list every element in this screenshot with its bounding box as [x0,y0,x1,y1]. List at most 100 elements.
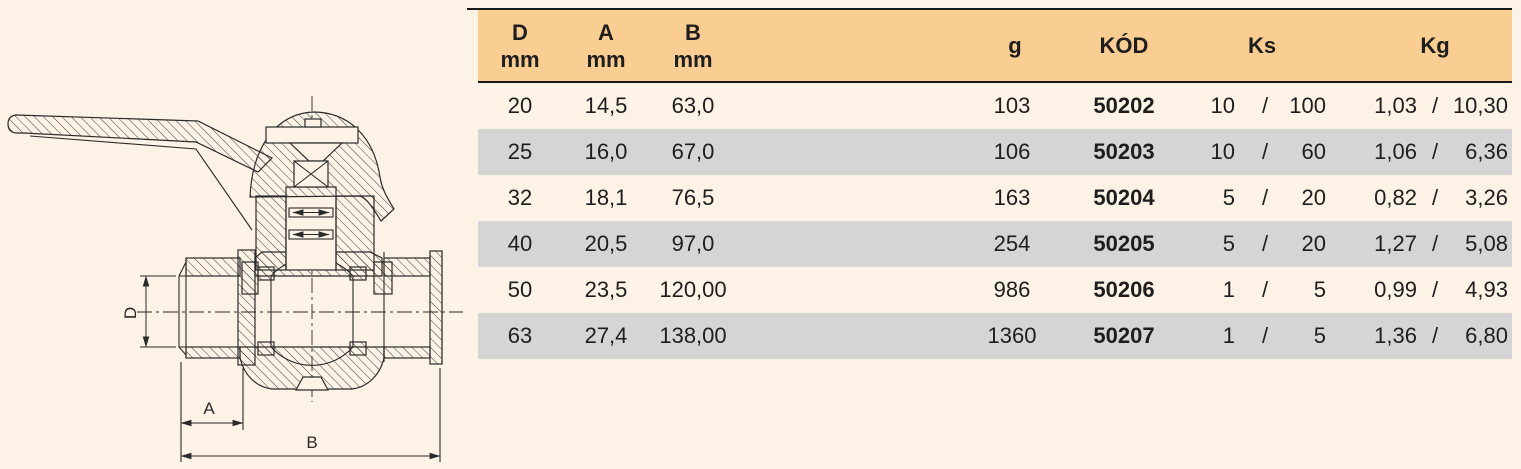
product-table: D mm A mm B mm g KÓD Ks Kg 20 14,5 63,0 … [467,0,1512,469]
cell-ks-per-carton: 5 [1313,277,1326,302]
header-b-letter: B [685,19,701,45]
cell-ks-slash: / [1261,231,1269,256]
cell-a: 18,1 [584,185,628,210]
cell-kg-per-box: 1,03 [1374,93,1417,118]
cell-kg-per-carton: 3,26 [1465,185,1508,210]
dimension-b: B [180,368,441,462]
cell-kod: 50207 [1093,323,1155,348]
cell-d: 25 [507,139,533,164]
cell-b: 138,00 [659,323,727,348]
cell-ks-slash: / [1261,185,1269,210]
cell-g: 103 [993,93,1031,118]
cell-a: 20,5 [584,231,628,256]
valve-handle [7,114,274,231]
header-a-mm: A mm [574,10,638,81]
cell-a: 23,5 [584,277,628,302]
cell-ks-per-box: 10 [1210,93,1235,118]
header-kg: Kg [1420,33,1450,58]
header-b-mm: B mm [661,10,725,81]
cell-b: 76,5 [671,185,715,210]
valve-body [178,249,443,391]
cell-ks-per-carton: 100 [1289,93,1326,118]
header-ks: Ks [1247,33,1277,58]
cell-kg-per-box: 1,27 [1374,231,1417,256]
header-d-mm: D mm [488,10,552,81]
dim-label-a: A [203,399,215,418]
cell-ks-per-carton: 20 [1301,185,1326,210]
table-row: 20 14,5 63,0 103 50202 10 / 100 1,03 / 1… [478,83,1512,129]
cell-kod: 50205 [1093,231,1155,256]
cell-g: 106 [993,139,1031,164]
table-top-rule [467,8,1512,10]
cell-g: 254 [993,231,1031,256]
cell-ks-per-carton: 20 [1301,231,1326,256]
table-body: 20 14,5 63,0 103 50202 10 / 100 1,03 / 1… [478,83,1512,359]
cell-g: 163 [993,185,1031,210]
cell-ks-per-box: 1 [1222,323,1235,348]
table-row: 25 16,0 67,0 106 50203 10 / 60 1,06 / 6,… [478,129,1512,175]
cell-kg-per-carton: 5,08 [1465,231,1508,256]
cell-kg-per-box: 1,36 [1374,323,1417,348]
cell-a: 27,4 [584,323,628,348]
dimension-d: D [121,275,176,348]
cell-kg-per-box: 0,82 [1374,185,1417,210]
cell-ks-slash: / [1261,277,1269,302]
cell-kg-per-carton: 4,93 [1465,277,1508,302]
cell-b: 63,0 [671,93,715,118]
table-header-row: D mm A mm B mm g KÓD Ks Kg [478,10,1512,83]
cell-b: 120,00 [659,277,727,302]
cell-kg-per-box: 1,06 [1374,139,1417,164]
cell-d: 50 [507,277,533,302]
cell-g: 986 [993,277,1031,302]
cell-kg-per-box: 0,99 [1374,277,1417,302]
cell-kg-slash: / [1431,231,1439,256]
cell-d: 20 [507,93,533,118]
cell-d: 32 [507,185,533,210]
cell-kg-slash: / [1431,323,1439,348]
cell-kg-per-carton: 6,36 [1465,139,1508,164]
dim-label-d: D [121,307,140,319]
cell-kg-slash: / [1431,277,1439,302]
cell-kod: 50202 [1093,93,1155,118]
cell-b: 67,0 [671,139,715,164]
cell-kg-slash: / [1431,139,1439,164]
cell-kg-per-carton: 10,30 [1452,93,1508,118]
cell-ks-per-box: 5 [1222,231,1235,256]
valve-stem [241,186,393,295]
valve-technical-drawing: D A B [7,96,463,462]
cell-g: 1360 [987,323,1037,348]
cell-ks-slash: / [1261,93,1269,118]
header-d-letter: D [512,19,528,45]
cell-ks-slash: / [1261,323,1269,348]
cell-ks-slash: / [1261,139,1269,164]
cell-ks-per-box: 1 [1222,277,1235,302]
cell-kg-slash: / [1431,185,1439,210]
cell-a: 14,5 [584,93,628,118]
dim-label-b: B [306,433,317,452]
header-g: g [1008,33,1022,58]
cell-ks-per-box: 10 [1210,139,1235,164]
cell-kg-slash: / [1431,93,1439,118]
dimension-a: A [180,362,244,462]
header-a-letter: A [598,19,614,45]
cell-ks-per-box: 5 [1222,185,1235,210]
cell-kod: 50203 [1093,139,1155,164]
cell-a: 16,0 [584,139,628,164]
cell-d: 63 [507,323,533,348]
header-b-unit: mm [673,46,713,72]
valve-dome [249,111,395,222]
cell-d: 40 [507,231,533,256]
table-row: 40 20,5 97,0 254 50205 5 / 20 1,27 / 5,0… [478,221,1512,267]
cell-kod: 50206 [1093,277,1155,302]
cell-ks-per-carton: 5 [1313,323,1326,348]
table-row: 50 23,5 120,00 986 50206 1 / 5 0,99 / 4,… [478,267,1512,313]
header-kod: KÓD [1099,33,1149,58]
cell-ks-per-carton: 60 [1301,139,1326,164]
table-row: 63 27,4 138,00 1360 50207 1 / 5 1,36 / 6… [478,313,1512,359]
cell-kg-per-carton: 6,80 [1465,323,1508,348]
cell-kod: 50204 [1093,185,1155,210]
cell-b: 97,0 [671,231,715,256]
header-d-unit: mm [500,46,540,72]
header-a-unit: mm [586,46,626,72]
